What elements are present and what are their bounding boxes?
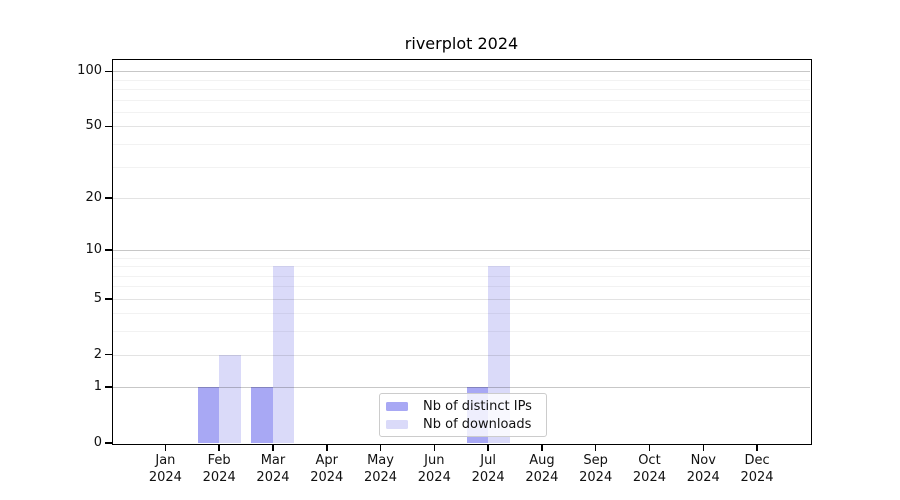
- x-tick-label-may: May 2024: [349, 452, 413, 486]
- gridline-minor-30: [113, 166, 810, 168]
- legend-item-0: Nb of distinct IPs: [386, 397, 540, 415]
- gridline-minor-60: [113, 112, 810, 114]
- legend-swatch-icon: [386, 401, 408, 411]
- x-label-month: Aug: [529, 453, 555, 468]
- x-label-month: Sep: [583, 453, 608, 468]
- y-tick-100: [105, 70, 112, 73]
- y-tick-label-10: 10: [85, 241, 102, 257]
- x-tick-jan: [164, 444, 167, 451]
- y-tick-label-1: 1: [93, 379, 102, 395]
- x-tick-label-feb: Feb 2024: [187, 452, 251, 486]
- gridline-100: [113, 71, 810, 73]
- bar-downloads-mar: [272, 266, 295, 443]
- gridline-50: [113, 126, 810, 128]
- y-tick-label-2: 2: [93, 346, 102, 362]
- x-tick-label-oct: Oct 2024: [617, 452, 681, 486]
- x-tick-oct: [648, 444, 651, 451]
- x-label-year: 2024: [148, 470, 182, 485]
- y-tick-20: [105, 197, 112, 199]
- x-label-month: Feb: [207, 453, 231, 468]
- x-label-month: Jan: [155, 453, 176, 468]
- gridline-minor-90: [113, 79, 810, 81]
- x-tick-feb: [218, 444, 220, 451]
- x-tick-label-jul: Jul 2024: [456, 452, 520, 486]
- x-tick-aug: [541, 444, 543, 451]
- x-label-year: 2024: [310, 470, 344, 485]
- x-tick-label-nov: Nov 2024: [671, 452, 735, 486]
- x-tick-apr: [326, 444, 328, 451]
- x-tick-jul: [487, 444, 489, 451]
- y-tick-2: [105, 353, 112, 356]
- x-tick-nov: [702, 444, 704, 451]
- gridline-minor-40: [113, 144, 810, 146]
- gridline-20: [113, 197, 810, 199]
- legend: Nb of distinct IPs Nb of downloads: [379, 393, 547, 437]
- legend-label: Nb of distinct IPs: [423, 398, 532, 414]
- x-label-month: Jun: [424, 453, 445, 468]
- x-label-year: 2024: [686, 470, 720, 485]
- x-label-month: May: [367, 453, 394, 468]
- gridline-1: [113, 387, 810, 389]
- bar-distinct-ips-mar: [251, 387, 273, 443]
- legend-item-1: Nb of downloads: [386, 415, 540, 433]
- x-label-year: 2024: [632, 470, 666, 485]
- x-label-year: 2024: [740, 470, 774, 485]
- legend-label: Nb of downloads: [423, 416, 532, 432]
- x-label-year: 2024: [579, 470, 613, 485]
- chart-title: riverplot 2024: [404, 34, 519, 53]
- x-tick-jun: [433, 444, 436, 451]
- y-tick-label-5: 5: [93, 290, 102, 306]
- x-tick-label-jan: Jan 2024: [133, 452, 197, 486]
- bar-distinct-ips-feb: [197, 387, 220, 443]
- x-label-year: 2024: [525, 470, 559, 485]
- x-tick-label-sep: Sep 2024: [564, 452, 628, 486]
- x-tick-sep: [594, 444, 597, 451]
- x-label-year: 2024: [363, 470, 398, 485]
- gridline-minor-70: [113, 99, 810, 101]
- plot-area: [113, 60, 810, 443]
- y-tick-label-0: 0: [93, 435, 102, 450]
- gridline-minor-7: [113, 275, 810, 277]
- gridline-minor-4: [113, 313, 810, 315]
- x-tick-mar: [272, 444, 274, 451]
- x-tick-label-jun: Jun 2024: [402, 452, 466, 486]
- x-tick-label-dec: Dec 2024: [725, 452, 789, 486]
- x-label-month: Oct: [638, 453, 661, 468]
- gridline-minor-8: [113, 266, 810, 268]
- x-tick-label-mar: Mar 2024: [241, 452, 305, 486]
- gridline-minor-80: [113, 89, 810, 91]
- x-tick-label-apr: Apr 2024: [295, 452, 359, 486]
- x-tick-dec: [756, 444, 758, 451]
- y-tick-1: [105, 386, 112, 388]
- y-tick-label-20: 20: [85, 189, 102, 205]
- y-tick-10: [105, 249, 112, 251]
- x-label-year: 2024: [471, 470, 505, 485]
- gridline-minor-3: [113, 331, 810, 333]
- x-tick-may: [379, 444, 382, 451]
- y-tick-0: [105, 442, 112, 444]
- x-label-month: Jul: [480, 453, 496, 468]
- x-label-year: 2024: [256, 470, 290, 485]
- y-tick-label-100: 100: [77, 63, 102, 79]
- y-tick-5: [105, 298, 112, 300]
- x-label-month: Nov: [690, 453, 716, 468]
- x-label-month: Apr: [315, 453, 339, 468]
- x-label-year: 2024: [417, 470, 451, 485]
- legend-swatch-icon: [386, 419, 408, 429]
- gridline-10: [113, 249, 810, 251]
- y-tick-50: [105, 125, 112, 128]
- gridline-5: [113, 298, 810, 300]
- gridline-2: [113, 354, 810, 356]
- y-tick-label-50: 50: [85, 118, 102, 134]
- x-tick-label-aug: Aug 2024: [510, 452, 574, 486]
- gridline-minor-6: [113, 286, 810, 288]
- gridline-minor-9: [113, 257, 810, 259]
- bar-downloads-feb: [219, 354, 241, 443]
- x-label-year: 2024: [202, 470, 236, 485]
- x-label-month: Mar: [260, 453, 286, 468]
- x-label-month: Dec: [744, 453, 770, 468]
